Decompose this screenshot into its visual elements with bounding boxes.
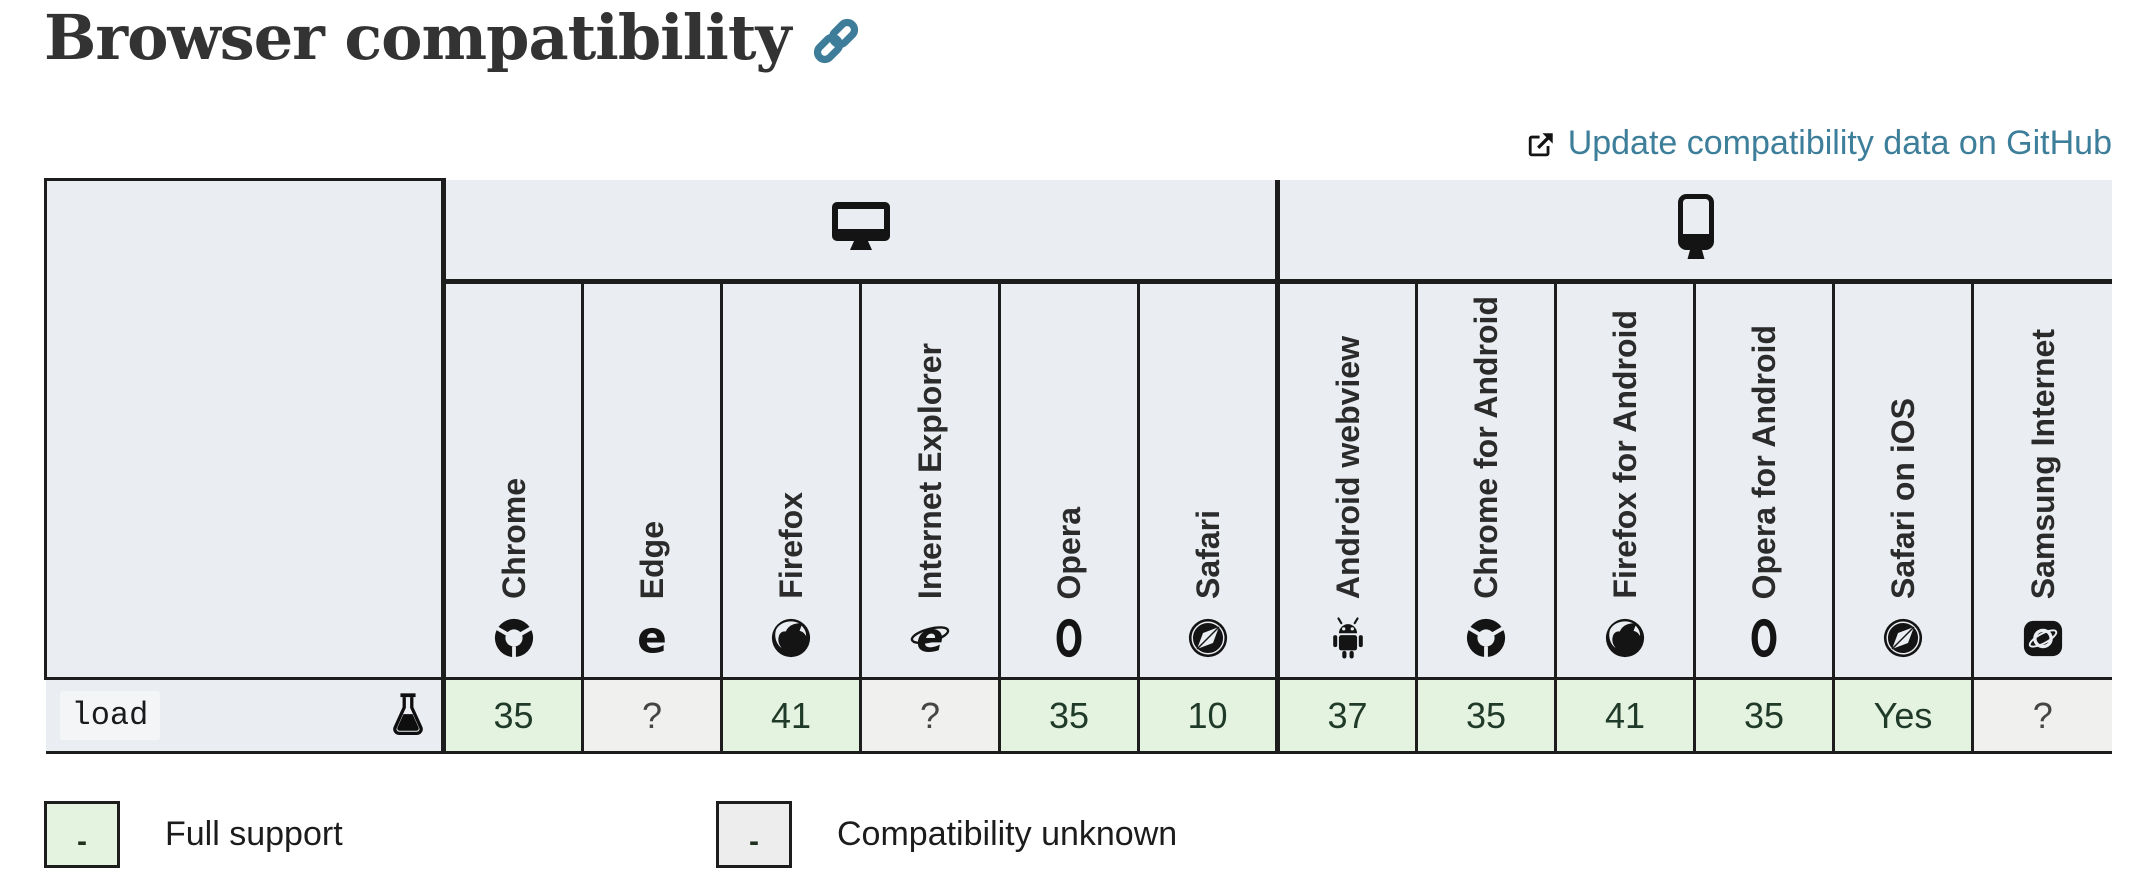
column-header-chrome-android: Chrome for Android bbox=[1415, 280, 1558, 680]
link-anchor-icon[interactable] bbox=[809, 14, 863, 68]
mobile-platform-header bbox=[1275, 179, 2112, 284]
chrome-icon bbox=[1465, 615, 1507, 661]
android-robot-icon bbox=[1327, 615, 1369, 661]
column-header-opera-android: Opera for Android bbox=[1693, 280, 1836, 680]
column-header-opera: Opera bbox=[998, 280, 1140, 680]
edge-icon bbox=[631, 615, 673, 661]
samsung-internet-icon bbox=[2022, 615, 2064, 661]
legend-item-full-support: - Full support bbox=[44, 801, 343, 868]
support-cell-firefox-android: 41 bbox=[1554, 677, 1697, 754]
page-title: Browser compatibility bbox=[44, 0, 863, 84]
column-header-safari-ios: Safari on iOS bbox=[1832, 280, 1975, 680]
column-header-android-webview: Android webview bbox=[1275, 280, 1419, 680]
support-cell-firefox: 41 bbox=[720, 677, 862, 754]
column-header-samsung-internet: Samsung Internet bbox=[1971, 280, 2112, 680]
legend-label: Full support bbox=[165, 815, 343, 853]
firefox-icon bbox=[1604, 615, 1646, 661]
support-cell-safari-ios: Yes bbox=[1832, 677, 1975, 754]
experimental-flask-icon bbox=[391, 692, 425, 740]
support-cell-chrome: 35 bbox=[442, 677, 584, 754]
opera-icon bbox=[1743, 615, 1785, 661]
legend-box-char: - bbox=[77, 825, 87, 858]
column-header-firefox: Firefox bbox=[720, 280, 862, 680]
column-header-chrome: Chrome bbox=[441, 280, 584, 680]
column-header-safari: Safari bbox=[1136, 280, 1280, 680]
support-cell-internet-explorer: ? bbox=[859, 677, 1001, 754]
column-header-internet-explorer: Internet Explorer bbox=[859, 280, 1001, 680]
firefox-icon bbox=[770, 615, 812, 661]
update-compat-row: Update compatibility data on GitHub bbox=[1526, 124, 2112, 163]
feature-name: load bbox=[59, 691, 161, 740]
column-header-firefox-android: Firefox for Android bbox=[1554, 280, 1697, 680]
legend-box-full-support: - bbox=[44, 801, 120, 868]
update-compat-link[interactable]: Update compatibility data on GitHub bbox=[1526, 124, 2112, 163]
mobile-phone-icon bbox=[1678, 194, 1714, 260]
compat-table: Chrome Edge Firefox bbox=[44, 178, 2112, 754]
legend: - Full support - Compatibility unknown bbox=[44, 801, 1444, 868]
support-cell-chrome-android: 35 bbox=[1415, 677, 1558, 754]
legend-item-compatibility-unknown: - Compatibility unknown bbox=[716, 801, 1177, 868]
legend-box-compatibility-unknown: - bbox=[716, 801, 792, 868]
desktop-platform-header bbox=[440, 179, 1280, 284]
external-link-icon bbox=[1526, 130, 1556, 160]
safari-icon bbox=[1187, 615, 1229, 661]
chrome-icon bbox=[493, 615, 535, 661]
feature-cell-load: load bbox=[45, 677, 446, 754]
update-compat-link-label: Update compatibility data on GitHub bbox=[1567, 124, 2112, 162]
corner-cell bbox=[44, 178, 445, 680]
column-header-edge: Edge bbox=[581, 280, 723, 680]
support-cell-safari: 10 bbox=[1136, 677, 1280, 754]
page-title-text: Browser compatibility bbox=[44, 1, 791, 74]
support-cell-samsung-internet: ? bbox=[1971, 677, 2112, 754]
legend-label: Compatibility unknown bbox=[837, 815, 1178, 853]
legend-box-char: - bbox=[749, 825, 759, 858]
table-row-load: load 35 ? 41 ? 35 10 37 35 41 35 Yes ? bbox=[45, 677, 2112, 754]
support-cell-opera: 35 bbox=[998, 677, 1140, 754]
support-cell-android-webview: 37 bbox=[1275, 677, 1419, 754]
internet-explorer-icon bbox=[909, 615, 951, 661]
safari-icon bbox=[1882, 615, 1924, 661]
opera-icon bbox=[1048, 615, 1090, 661]
support-cell-opera-android: 35 bbox=[1693, 677, 1836, 754]
desktop-monitor-icon bbox=[831, 201, 891, 253]
support-cell-edge: ? bbox=[581, 677, 723, 754]
